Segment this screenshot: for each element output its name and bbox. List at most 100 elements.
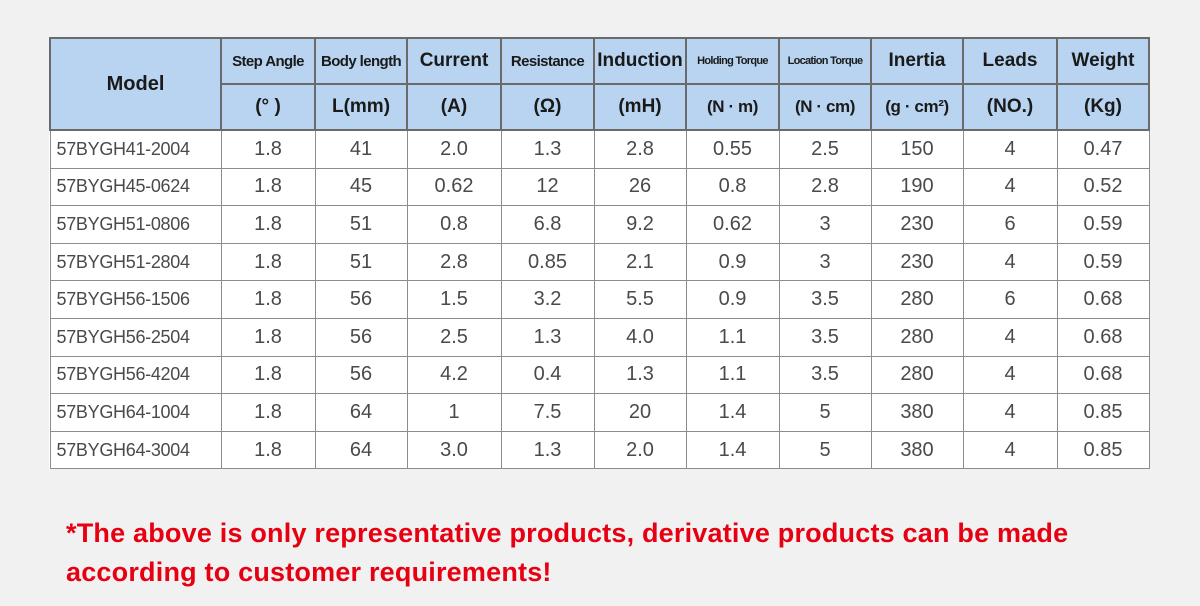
cell-inertia: 230 — [870, 205, 964, 244]
table-row: 57BYGH45-0624 1.8 45 0.62 12 26 0.8 2.8 190 4 0.52 — [49, 167, 1150, 207]
unit-resistance: (Ω) — [500, 83, 595, 131]
cell-current: 3.0 — [406, 430, 502, 470]
cell-step-angle: 1.8 — [220, 205, 316, 244]
cell-body-length: 64 — [314, 430, 408, 470]
cell-resistance: 0.4 — [500, 355, 595, 395]
cell-step-angle: 1.8 — [220, 393, 316, 432]
cell-current: 0.8 — [406, 205, 502, 244]
cell-step-angle: 1.8 — [220, 355, 316, 395]
cell-resistance: 1.3 — [500, 317, 595, 357]
cell-model: 57BYGH45-0624 — [49, 167, 222, 207]
header-row-names: Model Step Angle Body length Current Res… — [49, 37, 1150, 131]
cell-body-length: 56 — [314, 280, 408, 319]
cell-current: 1 — [406, 393, 502, 432]
cell-body-length: 56 — [314, 317, 408, 357]
header-current: Current — [406, 37, 502, 85]
unit-weight: (Kg) — [1056, 83, 1150, 131]
cell-resistance: 0.85 — [500, 242, 595, 282]
unit-body-length: L(mm) — [314, 83, 408, 131]
table-row: 57BYGH56-2504 1.8 56 2.5 1.3 4.0 1.1 3.5 280 4 0.6… — [49, 317, 1150, 357]
header-inertia: Inertia — [870, 37, 964, 85]
cell-holding-torque: 0.8 — [685, 167, 780, 207]
cell-location-torque: 3 — [778, 242, 872, 282]
cell-induction: 26 — [593, 167, 687, 207]
cell-inertia: 380 — [870, 393, 964, 432]
cell-current: 2.0 — [406, 129, 502, 169]
cell-induction: 5.5 — [593, 280, 687, 319]
cell-location-torque: 3.5 — [778, 317, 872, 357]
cell-inertia: 280 — [870, 280, 964, 319]
cell-induction: 20 — [593, 393, 687, 432]
unit-induction: (mH) — [593, 83, 687, 131]
motor-spec-table: Model Step Angle Body length Current Res… — [49, 37, 1150, 470]
cell-current: 2.5 — [406, 317, 502, 357]
table-row: 57BYGH56-1506 1.8 56 1.5 3.2 5.5 0.9 3.5 280 6 0.6… — [49, 280, 1150, 319]
cell-holding-torque: 1.4 — [685, 430, 780, 470]
cell-current: 2.8 — [406, 242, 502, 282]
header-step-angle: Step Angle — [220, 37, 316, 85]
header-row-units: (° ) L(mm) (A) (Ω) (mH) (N · m) (N · cm)… — [50, 83, 1150, 131]
cell-weight: 0.68 — [1056, 355, 1150, 395]
cell-body-length: 41 — [314, 129, 408, 169]
cell-body-length: 56 — [314, 355, 408, 395]
cell-leads: 4 — [962, 167, 1058, 207]
cell-inertia: 190 — [870, 167, 964, 207]
cell-resistance: 1.3 — [500, 430, 595, 470]
cell-inertia: 280 — [870, 355, 964, 395]
cell-leads: 4 — [962, 430, 1058, 470]
cell-weight: 0.68 — [1056, 317, 1150, 357]
cell-weight: 0.52 — [1056, 167, 1150, 207]
table-row: 57BYGH56-4204 1.8 56 4.2 0.4 1.3 1.1 3.5 280 4 0.6… — [49, 355, 1150, 395]
cell-leads: 4 — [962, 393, 1058, 432]
cell-location-torque: 5 — [778, 393, 872, 432]
header-weight: Weight — [1056, 37, 1150, 85]
cell-step-angle: 1.8 — [220, 317, 316, 357]
unit-inertia: (g · cm²) — [870, 83, 964, 131]
header-leads: Leads — [962, 37, 1058, 85]
unit-step-angle: (° ) — [220, 83, 316, 131]
cell-induction: 4.0 — [593, 317, 687, 357]
cell-step-angle: 1.8 — [220, 280, 316, 319]
cell-resistance: 1.3 — [500, 129, 595, 169]
cell-weight: 0.59 — [1056, 242, 1150, 282]
cell-model: 57BYGH56-1506 — [49, 280, 222, 319]
cell-induction: 2.8 — [593, 129, 687, 169]
cell-leads: 4 — [962, 355, 1058, 395]
cell-step-angle: 1.8 — [220, 167, 316, 207]
cell-inertia: 150 — [870, 129, 964, 169]
cell-location-torque: 2.8 — [778, 167, 872, 207]
cell-model: 57BYGH56-4204 — [49, 355, 222, 395]
cell-holding-torque: 0.9 — [685, 280, 780, 319]
cell-leads: 4 — [962, 129, 1058, 169]
cell-current: 0.62 — [406, 167, 502, 207]
representative-products-note: *The above is only representative produc… — [66, 514, 1166, 592]
header-body-length: Body length — [314, 37, 408, 85]
unit-leads: (NO.) — [962, 83, 1058, 131]
cell-resistance: 6.8 — [500, 205, 595, 244]
cell-step-angle: 1.8 — [220, 129, 316, 169]
cell-weight: 0.85 — [1056, 430, 1150, 470]
cell-current: 1.5 — [406, 280, 502, 319]
cell-holding-torque: 0.55 — [685, 129, 780, 169]
cell-location-torque: 3 — [778, 205, 872, 244]
cell-body-length: 51 — [314, 242, 408, 282]
cell-holding-torque: 0.62 — [685, 205, 780, 244]
cell-inertia: 280 — [870, 317, 964, 357]
cell-inertia: 230 — [870, 242, 964, 282]
cell-induction: 1.3 — [593, 355, 687, 395]
cell-resistance: 12 — [500, 167, 595, 207]
table-row: 57BYGH41-2004 1.8 41 2.0 1.3 2.8 0.55 2.5 150 4 0.… — [49, 129, 1150, 169]
cell-induction: 9.2 — [593, 205, 687, 244]
cell-weight: 0.85 — [1056, 393, 1150, 432]
cell-body-length: 64 — [314, 393, 408, 432]
table-body: 57BYGH41-2004 1.8 41 2.0 1.3 2.8 0.55 2.5 150 4 0.… — [49, 129, 1150, 470]
table-row: 57BYGH64-1004 1.8 64 1 7.5 20 1.4 5 380 4 0.85 — [49, 393, 1150, 432]
header-induction: Induction — [593, 37, 687, 85]
table-row: 57BYGH64-3004 1.8 64 3.0 1.3 2.0 1.4 5 380 4 0.85 — [49, 430, 1150, 470]
cell-leads: 4 — [962, 242, 1058, 282]
cell-weight: 0.59 — [1056, 205, 1150, 244]
cell-location-torque: 5 — [778, 430, 872, 470]
cell-current: 4.2 — [406, 355, 502, 395]
cell-model: 57BYGH51-2804 — [49, 242, 222, 282]
header-resistance: Resistance — [500, 37, 595, 85]
